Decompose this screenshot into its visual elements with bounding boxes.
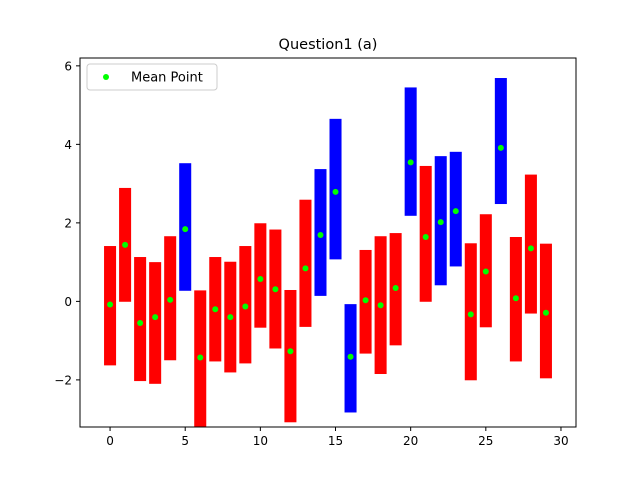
mean-point-16: [347, 353, 354, 360]
y-tick-label--2: −2: [54, 373, 72, 387]
bar-2: [134, 257, 147, 382]
bar-26: [494, 78, 507, 205]
mean-point-5: [182, 226, 189, 233]
y-axis: −2 0 2 4 6: [54, 59, 80, 387]
mean-point-26: [497, 144, 504, 151]
x-tick-label-25: 25: [478, 434, 493, 448]
plot-area: [104, 78, 552, 427]
bar-10: [254, 223, 267, 328]
mean-point-18: [377, 302, 384, 309]
mean-point-14: [317, 232, 324, 239]
mean-point-8: [227, 314, 234, 321]
y-tick-label-2: 2: [64, 216, 72, 230]
mean-point-13: [302, 265, 309, 272]
mean-point-12: [287, 348, 294, 355]
axes-frame: [79, 57, 577, 428]
bar-28: [524, 174, 537, 314]
x-tick-label-30: 30: [553, 434, 568, 448]
means-layer: [107, 144, 549, 361]
mean-point-11: [272, 286, 279, 293]
x-tick-label-5: 5: [181, 434, 189, 448]
mean-point-1: [122, 241, 129, 248]
mean-point-25: [482, 268, 489, 275]
mean-point-17: [362, 297, 369, 304]
legend-box: [86, 63, 218, 91]
bar-12: [284, 289, 297, 423]
mean-point-27: [512, 295, 519, 302]
bar-13: [299, 199, 312, 327]
bars-layer: [104, 78, 552, 427]
mean-point-21: [422, 234, 429, 241]
mean-point-2: [137, 319, 144, 326]
mean-point-3: [152, 314, 159, 321]
mean-point-29: [542, 309, 549, 316]
mean-point-0: [107, 301, 114, 308]
mean-point-10: [257, 276, 264, 283]
legend-marker-mean-point: [103, 74, 109, 80]
mean-point-23: [452, 208, 459, 215]
legend-label-mean-point: Mean Point: [131, 71, 203, 86]
mean-point-4: [167, 296, 174, 303]
mean-point-20: [407, 159, 414, 166]
x-tick-label-20: 20: [403, 434, 418, 448]
y-tick-label-0: 0: [64, 295, 72, 309]
mean-point-7: [212, 306, 219, 313]
mean-point-22: [437, 219, 444, 226]
mean-point-19: [392, 285, 399, 292]
x-tick-label-15: 15: [328, 434, 343, 448]
mean-point-15: [332, 188, 339, 195]
mean-point-28: [527, 245, 534, 252]
x-axis: 0 5 10 15 20 25 30: [106, 427, 569, 448]
mean-point-6: [197, 354, 204, 361]
x-tick-label-10: 10: [253, 434, 268, 448]
bar-3: [149, 262, 162, 384]
bar-20: [404, 87, 417, 216]
x-tick-label-0: 0: [106, 434, 114, 448]
y-tick-label-4: 4: [64, 138, 72, 152]
mean-point-9: [242, 303, 249, 310]
y-tick-label-6: 6: [64, 59, 72, 73]
mean-point-24: [467, 311, 474, 318]
bar-21: [419, 165, 432, 302]
chart-title: Question1 (a): [279, 37, 378, 53]
legend: Mean Point: [86, 63, 218, 91]
